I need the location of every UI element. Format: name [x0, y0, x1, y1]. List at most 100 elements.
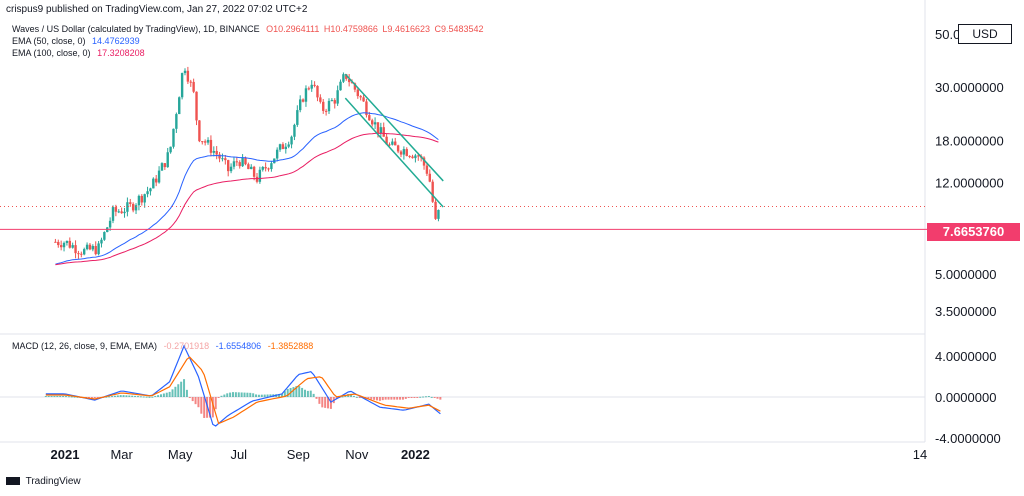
candle-body [65, 240, 69, 243]
macd-histogram-bar [160, 394, 162, 397]
macd-histogram-bar [53, 395, 56, 397]
candle-body [278, 144, 282, 150]
candle-body [83, 249, 86, 255]
macd-histogram-bar [232, 392, 234, 397]
candle-body [94, 246, 97, 255]
macd-histogram-bar [183, 379, 186, 397]
candle-body [307, 88, 311, 90]
macd-histogram-bar [304, 389, 306, 397]
currency-badge[interactable]: USD [958, 24, 1012, 44]
candle-body [396, 145, 400, 152]
macd-histogram-bar [200, 397, 203, 414]
macd-histogram-bar [111, 396, 114, 398]
candle-body [399, 151, 403, 155]
macd-histogram-bar [344, 395, 347, 397]
macd-histogram-bar [376, 397, 378, 401]
candle-body [157, 170, 161, 183]
candle-body [120, 211, 123, 214]
macd-histogram-bar [154, 395, 157, 397]
candle-body [350, 82, 354, 84]
ema50-legend[interactable]: EMA (50, close, 0) 14.4762939 [12, 36, 140, 46]
macd-legend[interactable]: MACD (12, 26, close, 9, EMA, EMA) -0.270… [12, 341, 313, 351]
macd-histogram-bar [211, 397, 214, 418]
macd-histogram-bar [76, 396, 79, 398]
candle-body [183, 70, 187, 74]
macd-label: MACD (12, 26, close, 9, EMA, EMA) [12, 341, 158, 351]
high-value: H10.4759866 [323, 24, 378, 34]
time-tick-label: 2022 [401, 447, 430, 462]
candle-body [126, 202, 129, 212]
ohlc-values: O10.2964111 H10.4759866 L9.4616623 C9.54… [266, 24, 485, 34]
macd-histogram-bar [381, 397, 384, 401]
candle-body [189, 81, 192, 83]
macd-line [45, 344, 441, 427]
macd-histogram-bar [70, 396, 73, 398]
macd-histogram-bar [188, 397, 191, 399]
macd-histogram-bar [378, 397, 381, 401]
candle-body [77, 253, 80, 255]
macd-histogram-bar [352, 395, 355, 397]
candle-body [290, 136, 293, 145]
macd-histogram-bar [214, 397, 217, 410]
candle-body [212, 150, 215, 153]
macd-histogram-bar [260, 394, 263, 397]
price-tick-label: 30.0000000 [935, 80, 1004, 95]
macd-histogram-bar [384, 397, 387, 400]
candle-body [296, 110, 299, 125]
candle-body [71, 245, 74, 248]
candle-body [137, 195, 141, 206]
candle-body [275, 149, 279, 159]
macd-histogram-bar [171, 389, 174, 397]
macd-histogram-bar [246, 392, 249, 397]
tradingview-icon [6, 477, 20, 486]
macd-histogram-bar [168, 391, 171, 397]
time-tick-label: 14 [913, 447, 927, 462]
macd-histogram-bar [327, 397, 330, 409]
macd-histogram-bar [315, 397, 318, 399]
candle-body [123, 211, 126, 214]
candle-body [180, 73, 184, 98]
candle-body [241, 157, 244, 167]
macd-histogram-bar [396, 397, 399, 400]
candle-body [368, 115, 371, 121]
candle-body [316, 85, 319, 98]
candle-body [258, 169, 262, 182]
macd-histogram-bar [306, 390, 309, 397]
candle-body [402, 149, 406, 155]
macd-histogram-bar [309, 390, 312, 397]
tradingview-logo[interactable]: TradingView [6, 476, 81, 487]
macd-histogram-bar [139, 396, 142, 398]
channel-lower-line [344, 97, 444, 208]
candle-body [169, 146, 172, 153]
candle-body [206, 139, 210, 143]
candle-body [385, 136, 388, 145]
ema100-legend[interactable]: EMA (100, close, 0) 17.3208208 [12, 48, 145, 58]
candle-body [339, 81, 342, 91]
symbol-legend[interactable]: Waves / US Dollar (calculated by Trading… [12, 24, 486, 34]
candle-body [209, 139, 213, 153]
macd-tick-label: -4.0000000 [935, 431, 1001, 446]
macd-histogram-bar [401, 397, 404, 400]
ema50-line [55, 112, 439, 265]
time-tick-label: Mar [110, 447, 133, 462]
macd-histogram-bar [125, 395, 128, 397]
candle-body [287, 144, 290, 147]
macd-histogram-bar [416, 397, 419, 398]
macd-histogram-bar [335, 397, 338, 399]
macd-histogram-bar [108, 396, 111, 398]
candle-body [178, 97, 181, 115]
candle-body [140, 195, 143, 203]
macd-histogram-bar [358, 397, 361, 398]
macd-histogram-bar [399, 397, 402, 400]
candle-body [59, 245, 63, 248]
candle-body [57, 241, 60, 246]
candle-body [198, 120, 201, 142]
candle-body [221, 158, 224, 160]
candle-body [425, 165, 429, 174]
candle-body [434, 201, 437, 219]
candle-body [227, 160, 230, 172]
macd-histogram-bar [131, 395, 134, 397]
macd-histogram-bar [197, 397, 200, 408]
macd-histogram-bar [413, 397, 416, 398]
